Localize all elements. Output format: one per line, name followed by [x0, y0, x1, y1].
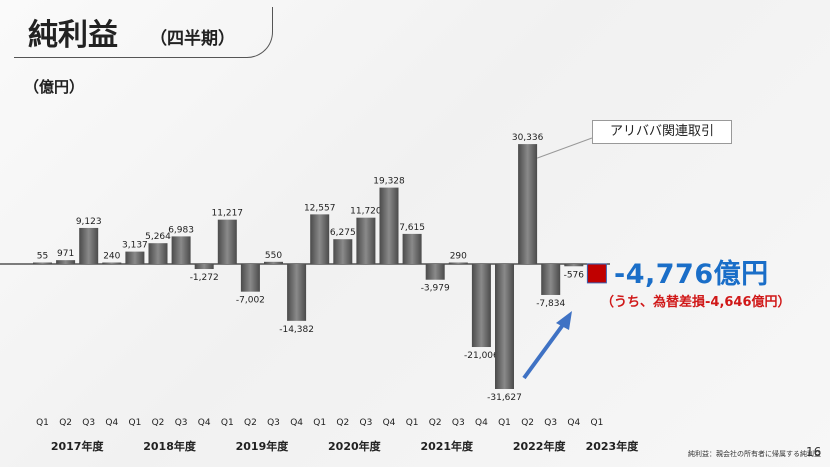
quarter-label: Q2 [152, 418, 165, 428]
bar [125, 251, 145, 264]
quarter-label: Q2 [336, 418, 349, 428]
bar [310, 214, 330, 264]
fiscal-year-label: 2021年度 [420, 439, 474, 453]
bar [448, 262, 468, 264]
bar [379, 187, 399, 264]
quarter-label: Q1 [406, 418, 419, 428]
page-title: 純利益 [28, 18, 118, 53]
bar [471, 264, 491, 348]
bar [333, 239, 353, 264]
bar [518, 144, 538, 264]
trend-arrow [522, 320, 567, 380]
bar [495, 264, 514, 389]
bar [102, 262, 122, 264]
quarter-label: Q3 [452, 418, 465, 428]
bar [564, 264, 584, 267]
page-subtitle: （四半期） [150, 29, 235, 49]
quarter-label: Q4 [475, 418, 488, 428]
quarter-label: Q3 [82, 418, 95, 428]
data-label: -7,002 [236, 296, 265, 306]
data-label: -1,272 [190, 273, 219, 283]
quarter-label: Q1 [36, 418, 49, 428]
data-label: 6,983 [168, 225, 194, 235]
fiscal-year-label: 2023年度 [586, 439, 640, 453]
data-label: 6,275 [330, 228, 356, 238]
data-label: 55 [37, 252, 48, 262]
data-label: 11,217 [212, 209, 244, 219]
data-label: 971 [57, 249, 74, 259]
bar [56, 260, 76, 264]
data-label: 30,336 [512, 133, 544, 143]
bar [402, 233, 422, 264]
quarter-label: Q2 [429, 418, 442, 428]
title-frame [14, 7, 273, 58]
quarter-label: Q2 [59, 418, 72, 428]
fiscal-year-label: 2019年度 [236, 439, 290, 453]
bar [171, 236, 191, 264]
quarter-label: Q1 [498, 418, 511, 428]
fx-loss-note: （うち、為替差損-4,646億円） [601, 295, 791, 310]
data-label: -31,627 [487, 393, 522, 403]
callout-connector [536, 137, 593, 159]
bar [33, 262, 52, 264]
data-label: 19,328 [373, 177, 405, 187]
data-label: 3,137 [122, 241, 148, 251]
unit-label: （億円） [24, 78, 85, 96]
quarter-label: Q4 [383, 418, 396, 428]
bar [356, 217, 376, 264]
data-label: 290 [450, 252, 467, 262]
data-label: -576 [564, 270, 585, 280]
latest-net-income-value: -4,776億円 [614, 259, 769, 290]
quarter-label: Q1 [590, 418, 603, 428]
data-label: 550 [265, 251, 282, 261]
quarter-label: Q3 [359, 418, 372, 428]
quarter-label: Q4 [198, 418, 211, 428]
bar [240, 264, 260, 292]
data-label: 9,123 [76, 217, 102, 227]
data-label: 5,264 [145, 232, 171, 242]
bar [79, 227, 99, 264]
fiscal-year-label: 2022年度 [513, 439, 567, 453]
bar [425, 264, 445, 280]
quarter-label: Q2 [521, 418, 534, 428]
fiscal-year-label: 2017年度 [51, 439, 105, 453]
bar [541, 264, 561, 295]
bar [217, 219, 237, 264]
quarter-label: Q3 [267, 418, 280, 428]
fiscal-year-label: 2018年度 [143, 439, 197, 453]
fiscal-year-label: 2020年度 [328, 439, 382, 453]
quarter-label: Q4 [567, 418, 580, 428]
bar [287, 264, 307, 321]
data-label: 7,615 [399, 223, 425, 233]
bar-highlight-2023-q1 [586, 263, 607, 284]
quarter-label: Q3 [175, 418, 188, 428]
quarter-label: Q4 [105, 418, 118, 428]
quarter-label: Q3 [544, 418, 557, 428]
data-label: -7,834 [536, 299, 565, 309]
quarter-label: Q1 [313, 418, 326, 428]
data-label: 240 [103, 252, 120, 262]
quarter-label: Q1 [128, 418, 141, 428]
quarter-label: Q1 [221, 418, 234, 428]
quarter-label: Q2 [244, 418, 257, 428]
bar [194, 264, 214, 270]
data-label: -14,382 [279, 325, 314, 335]
bar [264, 261, 283, 264]
data-label: -21,006 [464, 351, 499, 361]
alibaba-callout: アリババ関連取引 [592, 120, 732, 144]
footnote: 純利益：親会社の所有者に帰属する純利益 [688, 450, 821, 458]
page-number: 16 [806, 445, 822, 459]
quarter-label: Q4 [290, 418, 303, 428]
data-label: 12,557 [304, 203, 336, 213]
bar [148, 243, 168, 264]
data-label: 11,720 [350, 207, 382, 217]
trend-arrow-head [556, 311, 572, 330]
data-label: -3,979 [421, 284, 450, 294]
